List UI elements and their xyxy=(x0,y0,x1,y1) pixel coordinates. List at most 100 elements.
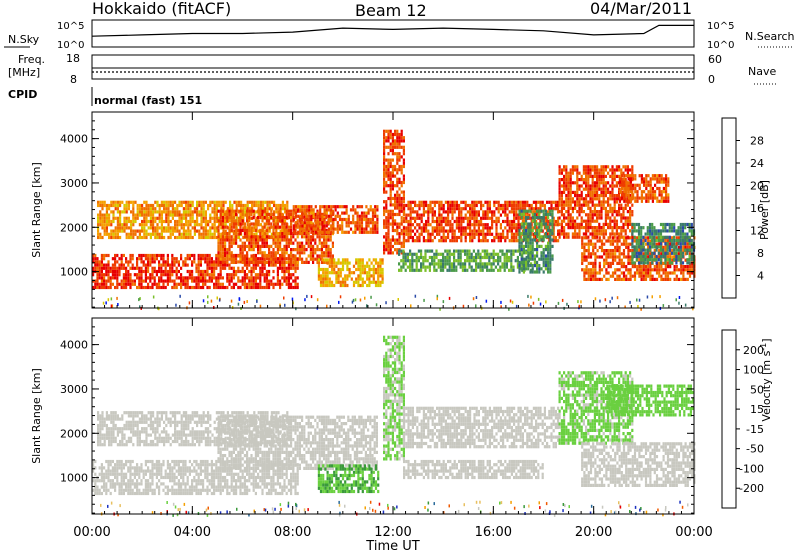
heatmap-cell-0 xyxy=(290,260,293,264)
heatmap-cell-5 xyxy=(385,190,388,194)
heatmap-cell-1 xyxy=(209,219,212,224)
heatmap-cell-5 xyxy=(389,171,392,175)
heatmap-cell-1 xyxy=(286,200,289,204)
heatmap-cell-10 xyxy=(618,255,621,259)
heatmap-cell-4 xyxy=(330,258,334,262)
heatmap-cell-1 xyxy=(165,203,168,208)
heatmap-cell-1 xyxy=(213,210,216,214)
heatmap-cell-3 xyxy=(325,208,328,212)
heatmap-cell-1 xyxy=(180,203,183,208)
heatmap-cell-1 xyxy=(110,223,113,227)
heatmap-cell-9 xyxy=(587,174,590,178)
heatmap-cell-10 xyxy=(614,255,617,259)
heatmap-cell-10 xyxy=(607,271,610,275)
heatmap-cell-2 xyxy=(219,238,222,242)
heatmap-cell-7 xyxy=(413,268,416,272)
heatmap-cell-4 xyxy=(341,280,345,284)
heatmap-cell-6 xyxy=(506,219,509,224)
heatmap-cell-1 xyxy=(202,213,205,217)
heatmap-cell-6 xyxy=(508,226,511,230)
heatmap-cell-10 xyxy=(581,236,584,240)
heatmap-cell-2 xyxy=(307,232,310,236)
heatmap-cell-9 xyxy=(587,213,590,217)
heatmap-cell-0 xyxy=(246,263,249,267)
heatmap-cell-5 xyxy=(387,171,390,175)
heatmap-cell-9 xyxy=(602,203,605,207)
heatmap-cell-1 xyxy=(141,223,144,227)
heatmap-cell-6 xyxy=(554,223,557,227)
heatmap-cell-2 xyxy=(296,241,299,245)
heatmap-cell-7 xyxy=(424,249,427,253)
heatmap-cell-4 xyxy=(359,264,362,268)
heatmap-cell-0 xyxy=(188,257,191,261)
heatmap-cell-10 xyxy=(607,249,610,253)
heatmap-cell-5 xyxy=(385,184,388,188)
heatmap-cell-2 xyxy=(281,235,284,239)
heatmap-cell-7 xyxy=(413,252,416,256)
heatmap-cell-2 xyxy=(252,244,255,248)
heatmap-cell-9 xyxy=(563,184,566,188)
heatmap-cell-2 xyxy=(290,241,293,245)
heatmap-cell-7 xyxy=(433,262,436,266)
heatmap-cell-6 xyxy=(513,219,516,224)
heatmap-cell-10 xyxy=(589,242,593,246)
heatmap-cell-9 xyxy=(598,222,601,226)
heatmap-cell-2 xyxy=(237,222,240,226)
heatmap-cell-3 xyxy=(360,205,364,209)
heatmap-cell-6 xyxy=(403,229,406,233)
heatmap-cell-10 xyxy=(614,252,617,256)
heatmap-cell-0 xyxy=(197,285,200,290)
heatmap-cell-3 xyxy=(341,217,344,222)
heatmap-cell-6 xyxy=(515,223,518,227)
heatmap-cell-8 xyxy=(529,257,532,261)
heatmap-cell-1 xyxy=(116,226,119,230)
heatmap-cell-7 xyxy=(490,252,493,256)
heatmap-cell-1 xyxy=(200,203,203,208)
heatmap-cell-5 xyxy=(385,219,388,223)
heatmap-cell-5 xyxy=(400,132,403,137)
heatmap-cell-2 xyxy=(265,260,268,264)
heatmap-cell-8 xyxy=(533,225,536,229)
heatmap-cell-7 xyxy=(431,262,434,266)
heatmap-cell-5 xyxy=(387,145,390,149)
heatmap-cell-4 xyxy=(348,261,351,265)
heatmap-cell-7 xyxy=(499,268,502,272)
heatmap-cell-8 xyxy=(525,232,528,236)
heatmap-cell-5 xyxy=(396,228,399,233)
heatmap-cell-1 xyxy=(202,200,205,204)
heatmap-cell-10 xyxy=(625,245,628,249)
heatmap-cell-6 xyxy=(440,226,443,230)
heatmap-cell-6 xyxy=(508,200,511,204)
heatmap-cell-5 xyxy=(387,244,390,249)
heatmap-cell-9 xyxy=(587,226,590,230)
heatmap-cell-7 xyxy=(453,265,456,269)
heatmap-cell-1 xyxy=(187,226,190,230)
heatmap-cell-2 xyxy=(250,228,253,232)
heatmap-cell-7 xyxy=(417,268,420,272)
heatmap-cell-9 xyxy=(596,165,599,169)
heatmap-cell-3 xyxy=(330,208,333,212)
heatmap-cell-0 xyxy=(215,263,218,267)
heatmap-cell-2 xyxy=(241,251,244,255)
heatmap-cell-9 xyxy=(578,232,581,236)
heatmap-cell-0 xyxy=(281,282,284,286)
heatmap-cell-5 xyxy=(400,206,403,210)
heatmap-cell-7 xyxy=(406,252,409,256)
heatmap-cell-7 xyxy=(472,249,475,253)
heatmap-cell-8 xyxy=(533,216,536,220)
heatmap-cell-6 xyxy=(447,219,450,224)
heatmap-cell-3 xyxy=(352,221,355,225)
heatmap-cell-5 xyxy=(402,161,405,165)
heatmap-cell-2 xyxy=(221,238,224,242)
heatmap-cell-9 xyxy=(622,206,625,210)
heatmap-cell-0 xyxy=(164,285,167,290)
heatmap-cell-9 xyxy=(618,165,621,169)
heatmap-cell-6 xyxy=(451,223,454,227)
heatmap-cell-6 xyxy=(495,229,498,233)
heatmap-cell-1 xyxy=(103,219,106,224)
heatmap-cell-2 xyxy=(290,254,293,258)
heatmap-cell-2 xyxy=(301,216,304,220)
heatmap-cell-5 xyxy=(383,209,386,213)
heatmap-cell-6 xyxy=(510,203,513,208)
heatmap-cell-8 xyxy=(531,251,534,255)
